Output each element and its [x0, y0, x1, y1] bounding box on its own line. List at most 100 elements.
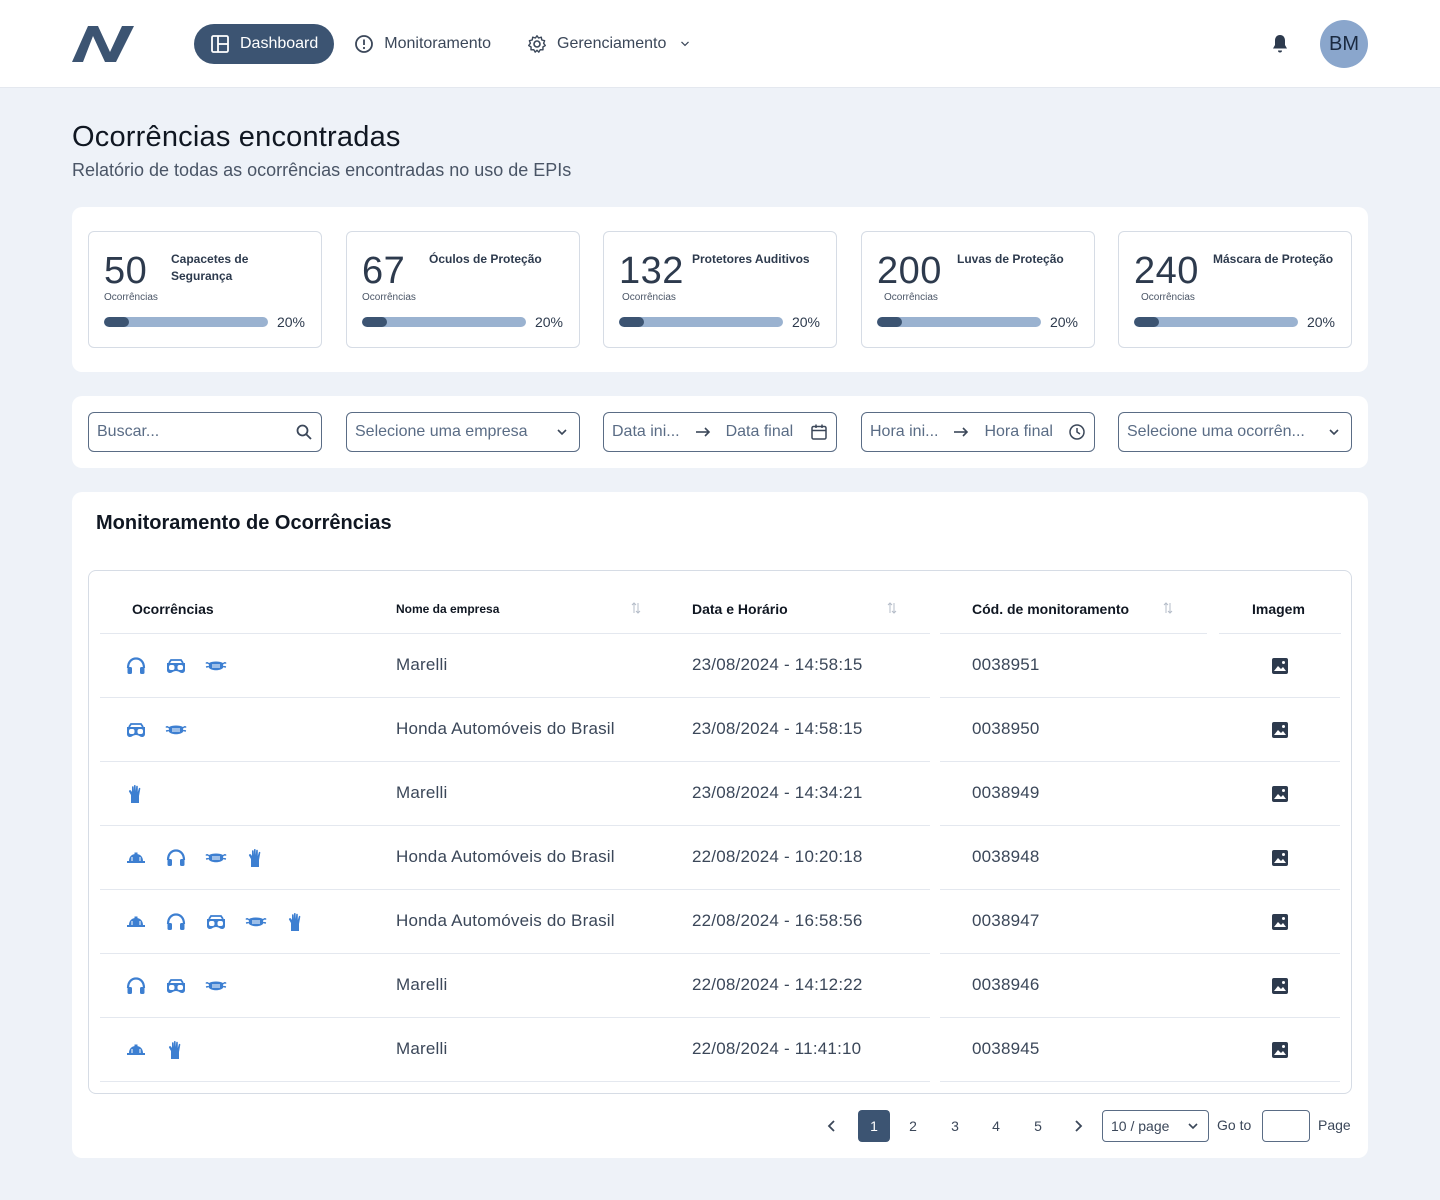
image-icon[interactable] [1271, 1041, 1289, 1059]
main-nav: Dashboard Monitoramento Gerenciamento [194, 24, 712, 64]
chevron-right-icon[interactable] [1070, 1118, 1086, 1134]
nav-gerenciamento[interactable]: Gerenciamento [511, 24, 708, 64]
glove-icon [288, 913, 301, 931]
stat-progress-bar [877, 317, 1041, 327]
stat-card-luvas: 200 Luvas de Proteção Ocorrências 20% [861, 231, 1095, 348]
search-icon [296, 424, 312, 440]
goggles-icon [167, 659, 185, 673]
page-button-5[interactable]: 5 [1034, 1118, 1042, 1134]
clock-icon [1069, 424, 1085, 440]
image-icon[interactable] [1271, 913, 1289, 931]
image-icon[interactable] [1271, 657, 1289, 675]
stat-sub: Ocorrências [104, 292, 158, 303]
bell-icon[interactable] [1268, 32, 1292, 56]
monitoring-panel: Monitoramento de Ocorrências Ocorrências… [72, 492, 1368, 1158]
avatar[interactable]: BM [1320, 20, 1368, 68]
page-button-1[interactable]: 1 [858, 1110, 890, 1142]
page-button-3[interactable]: 3 [951, 1118, 959, 1134]
row-divider [100, 633, 930, 634]
stat-sub: Ocorrências [1141, 292, 1195, 303]
search-input[interactable]: Buscar... [88, 412, 322, 452]
glove-icon [248, 849, 261, 867]
company-cell: Marelli [396, 783, 448, 802]
stat-value: 200 [877, 250, 942, 292]
chevron-down-icon [557, 429, 567, 436]
occurrence-placeholder: Selecione uma ocorrên... [1127, 423, 1305, 440]
datetime-cell: 22/08/2024 - 16:58:56 [692, 911, 863, 930]
mask-icon [205, 981, 227, 991]
datetime-cell: 23/08/2024 - 14:58:15 [692, 655, 863, 674]
mask-icon [245, 917, 267, 927]
stat-value: 50 [104, 250, 148, 292]
image-icon[interactable] [1271, 721, 1289, 739]
goto-label: Go to [1217, 1117, 1252, 1133]
sort-icon[interactable] [630, 601, 642, 615]
code-cell: 0038949 [972, 783, 1040, 802]
top-navbar: Dashboard Monitoramento Gerenciamento BM [0, 0, 1440, 88]
time-range-picker[interactable]: Hora ini... Hora final [861, 412, 1095, 452]
stat-label: Óculos de Proteção [429, 252, 542, 266]
headphones-icon [126, 657, 146, 674]
row-divider [940, 633, 1207, 634]
chevron-down-icon [1188, 1123, 1198, 1130]
arrow-right-icon [695, 427, 710, 437]
date-start: Data ini... [612, 423, 680, 440]
stat-sub: Ocorrências [362, 292, 416, 303]
stat-percent: 20% [1049, 314, 1078, 330]
date-range-picker[interactable]: Data ini... Data final [603, 412, 837, 452]
column-header-codigo[interactable]: Cód. de monitoramento [972, 601, 1130, 617]
row-divider [100, 825, 930, 826]
stat-card-oculos: 67 Óculos de Proteção Ocorrências 20% [346, 231, 580, 348]
nav-monitoramento[interactable]: Monitoramento [338, 24, 507, 64]
helmet-icon [127, 916, 145, 927]
occurrence-select[interactable]: Selecione uma ocorrên... [1118, 412, 1352, 452]
headphones-icon [166, 849, 186, 866]
stat-percent: 20% [1306, 314, 1335, 330]
column-header-empresa[interactable]: Nome da empresa [396, 602, 500, 616]
datetime-cell: 23/08/2024 - 14:58:15 [692, 719, 863, 738]
stats-panel: 50 Capacetes de Segurança Ocorrências 20… [72, 207, 1368, 372]
stat-label: Capacetes de Segurança [171, 252, 249, 283]
image-icon[interactable] [1271, 977, 1289, 995]
nav-dashboard-label: Dashboard [240, 35, 319, 52]
nav-monitoramento-label: Monitoramento [384, 35, 491, 52]
row-divider [100, 697, 930, 698]
chevron-left-icon[interactable] [824, 1118, 840, 1134]
company-cell: Marelli [396, 975, 448, 994]
datetime-cell: 22/08/2024 - 11:41:10 [692, 1039, 862, 1058]
page-button-4[interactable]: 4 [992, 1118, 1000, 1134]
sort-icon[interactable] [1162, 601, 1174, 615]
nav-dashboard[interactable]: Dashboard [194, 24, 335, 64]
occurrences-table: Ocorrências Nome da empresa Data e Horár… [88, 570, 1352, 1094]
stat-sub: Ocorrências [884, 292, 938, 303]
page-button-2[interactable]: 2 [909, 1118, 917, 1134]
stat-progress-bar [619, 317, 783, 327]
image-icon[interactable] [1271, 849, 1289, 867]
stat-value: 132 [619, 250, 684, 292]
page-size-select[interactable]: 10 / page [1102, 1110, 1209, 1142]
column-header-imagem: Imagem [1252, 601, 1305, 617]
time-end: Hora final [984, 423, 1053, 440]
stat-card-mascara: 240 Máscara de Proteção Ocorrências 20% [1118, 231, 1352, 348]
row-divider [100, 761, 930, 762]
goggles-icon [167, 979, 185, 993]
image-icon[interactable] [1271, 785, 1289, 803]
stat-percent: 20% [791, 314, 820, 330]
datetime-cell: 22/08/2024 - 14:12:22 [692, 975, 863, 994]
row-divider [1219, 633, 1341, 634]
av-logo[interactable] [72, 24, 148, 64]
page-subtitle: Relatório de todas as ocorrências encont… [72, 160, 572, 180]
search-placeholder: Buscar... [97, 423, 160, 440]
stat-percent: 20% [276, 314, 305, 330]
headphones-icon [166, 913, 186, 930]
column-header-ocorrencias: Ocorrências [132, 601, 214, 617]
goto-page-input[interactable] [1262, 1110, 1310, 1142]
stat-label: Máscara de Proteção [1213, 252, 1334, 266]
sort-icon[interactable] [886, 601, 898, 615]
stat-progress-bar [362, 317, 526, 327]
company-select[interactable]: Selecione uma empresa [346, 412, 580, 452]
alert-circle-icon [355, 35, 374, 53]
row-divider [940, 825, 1340, 826]
row-divider [940, 761, 1340, 762]
column-header-data[interactable]: Data e Horário [692, 601, 788, 617]
